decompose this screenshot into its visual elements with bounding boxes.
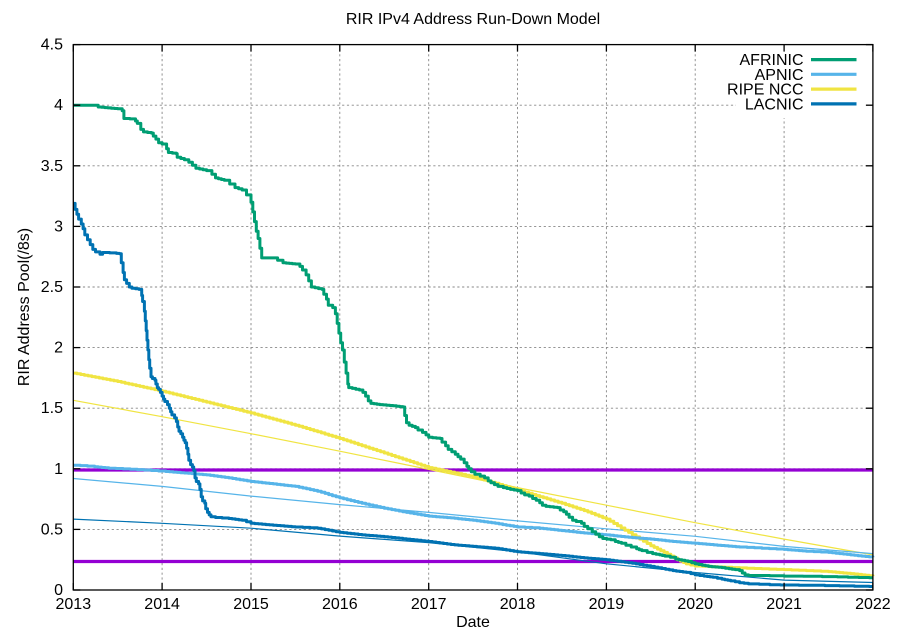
svg-text:4: 4 [54, 97, 63, 114]
svg-text:2020: 2020 [677, 596, 713, 613]
svg-text:2019: 2019 [589, 596, 625, 613]
svg-text:2017: 2017 [411, 596, 447, 613]
svg-text:Date: Date [456, 614, 490, 631]
svg-text:2013: 2013 [56, 596, 92, 613]
svg-text:0.5: 0.5 [41, 521, 63, 538]
svg-text:4.5: 4.5 [41, 37, 63, 54]
svg-text:1.5: 1.5 [41, 400, 63, 417]
svg-text:2014: 2014 [144, 596, 180, 613]
svg-text:LACNIC: LACNIC [745, 96, 804, 113]
svg-text:AFRINIC: AFRINIC [740, 52, 804, 69]
svg-text:RIPE NCC: RIPE NCC [727, 82, 803, 99]
svg-text:RIR IPv4 Address Run-Down Mode: RIR IPv4 Address Run-Down Model [346, 11, 600, 28]
svg-text:RIR Address Pool(/8s): RIR Address Pool(/8s) [16, 228, 33, 386]
svg-text:2022: 2022 [855, 596, 891, 613]
svg-text:3.5: 3.5 [41, 158, 63, 175]
svg-text:3: 3 [54, 218, 63, 235]
svg-text:1: 1 [54, 461, 63, 478]
svg-text:2.5: 2.5 [41, 279, 63, 296]
svg-text:2021: 2021 [766, 596, 802, 613]
svg-text:2015: 2015 [233, 596, 269, 613]
svg-text:2018: 2018 [500, 596, 536, 613]
svg-text:2016: 2016 [322, 596, 358, 613]
svg-text:APNIC: APNIC [755, 67, 804, 84]
svg-text:0: 0 [54, 582, 63, 599]
svg-text:2: 2 [54, 340, 63, 357]
